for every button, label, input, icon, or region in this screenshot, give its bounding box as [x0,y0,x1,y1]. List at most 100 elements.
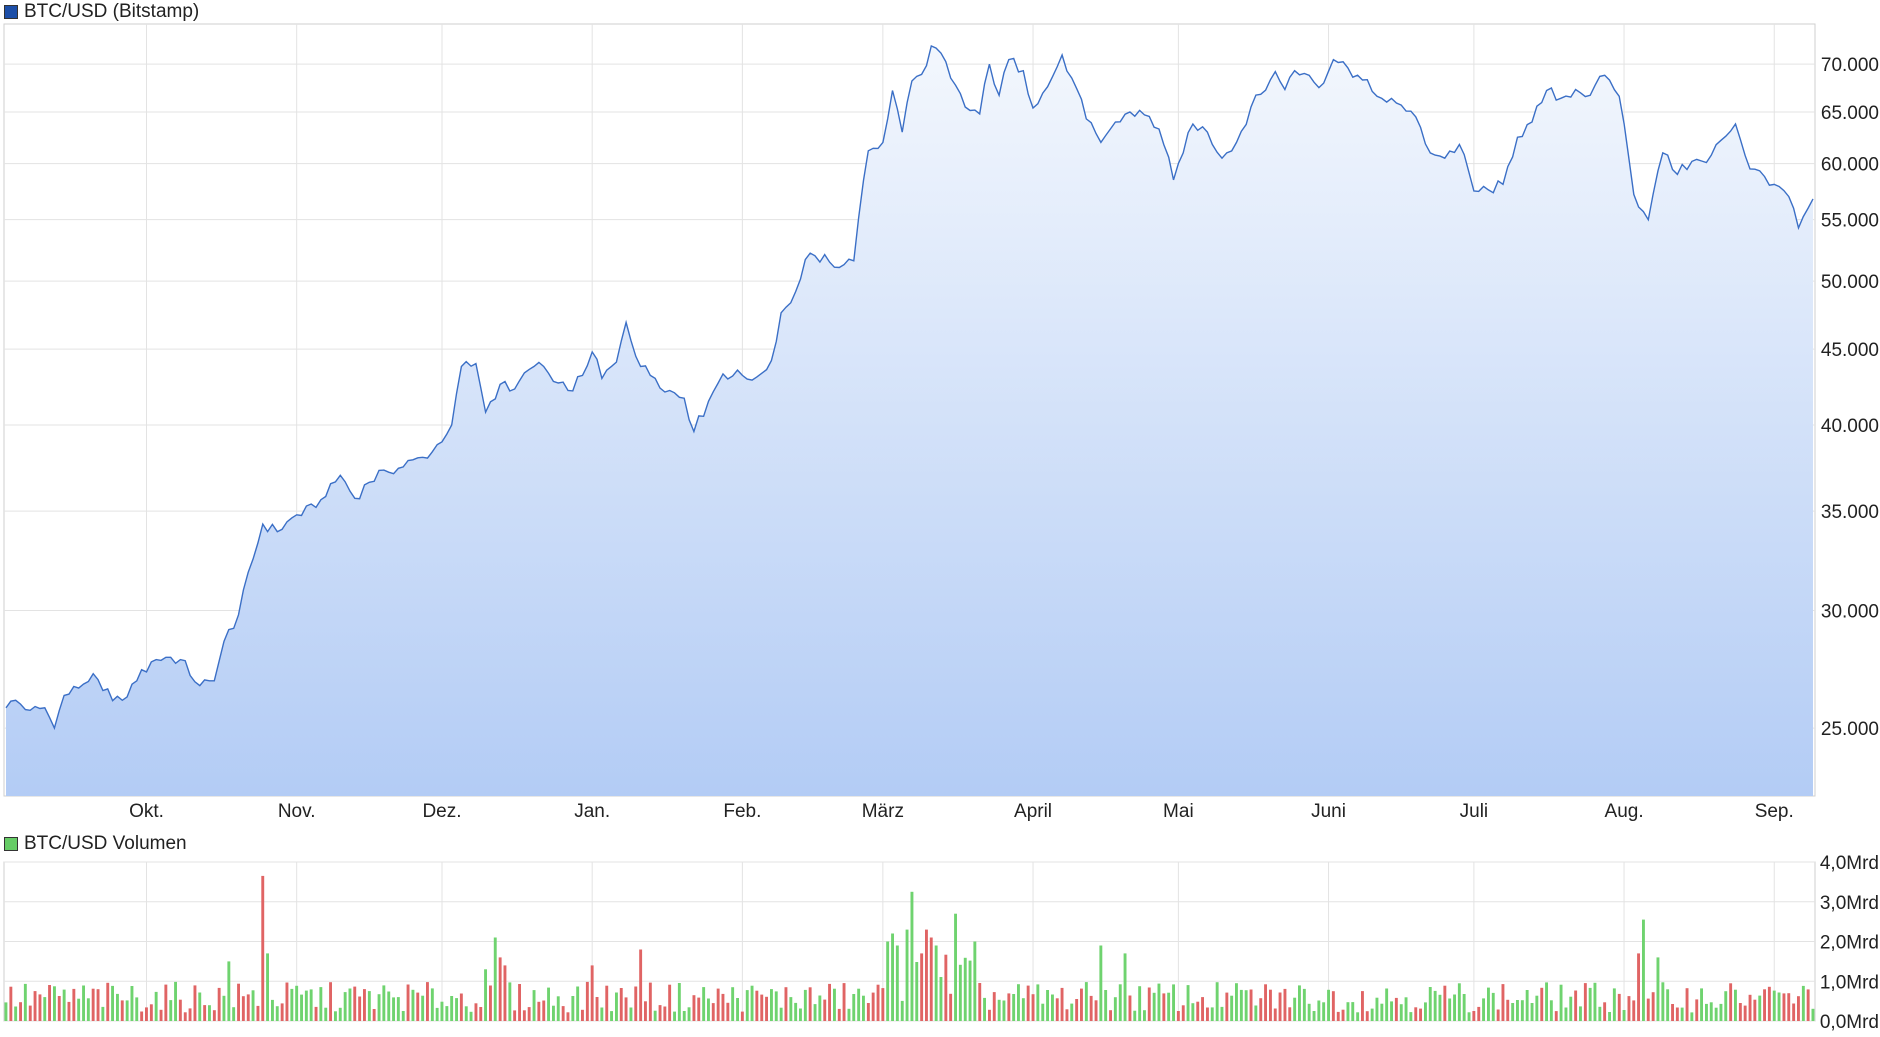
volume-bar [1593,982,1597,1021]
volume-bar [38,994,42,1021]
volume-bar [837,1008,841,1021]
volume-bar [847,1008,851,1021]
volume-bar [852,994,856,1021]
volume-bar [241,996,245,1021]
volume-bar [290,988,294,1021]
volume-bar [939,977,943,1021]
volume-bar [750,985,754,1021]
volume-bar [934,945,938,1021]
volume-bar [871,992,875,1021]
volume-bar [1622,1010,1626,1021]
volume-bar [474,1003,478,1021]
volume-bar [1356,1012,1360,1021]
volume-bar [164,984,168,1021]
volume-bar [348,988,352,1021]
volume-bar [760,994,764,1021]
volume-bar [1705,1003,1708,1021]
volume-bar [392,997,395,1021]
volume-bar [1225,992,1229,1021]
volume-bar [624,997,628,1021]
volume-bar [130,986,134,1021]
price-y-tick-label: 50.000 [1821,272,1879,293]
price-area [6,46,1813,796]
volume-bar [367,991,371,1021]
volume-bar [920,953,924,1021]
volume-bar [1627,996,1631,1021]
volume-bar [566,1012,570,1021]
volume-bar [513,1010,517,1021]
volume-bar [707,998,710,1021]
x-tick-label: Jan. [574,801,610,822]
volume-bar [338,1007,342,1021]
volume-bar [605,985,609,1021]
volume-bar [1196,1001,1200,1021]
volume-bar [1380,1003,1384,1021]
volume-bar [1298,985,1301,1021]
volume-bar [72,988,76,1021]
volume-bar [973,941,977,1021]
volume-bar [1070,1003,1074,1021]
volume-bar [212,1010,216,1021]
volume-bar [77,998,81,1021]
volume-bar [1753,999,1757,1021]
volume-bar [1051,994,1054,1021]
volume-bar [188,1008,192,1021]
volume-bar [96,989,100,1021]
volume-bar [1612,988,1616,1021]
volume-bar [261,875,265,1021]
volume-bar [1516,1000,1519,1021]
volume-bar [1099,945,1103,1021]
volume-bar [1327,989,1330,1021]
volume-bar [440,1001,444,1021]
volume-bar [1525,990,1529,1021]
volume-bar [1792,1003,1796,1021]
volume-bar [1133,1010,1137,1021]
volume-bar [1511,1003,1515,1021]
volume-bar [387,991,391,1021]
x-tick-label: Mai [1163,801,1194,822]
volume-bar [1128,995,1132,1021]
volume-bar [794,1002,798,1021]
volume-bar [246,994,250,1021]
volume-bar [1109,1010,1112,1021]
volume-bar [91,988,95,1021]
volume-bar [193,985,197,1021]
volume-bar [983,997,986,1021]
volume-bar [954,913,957,1021]
volume-bar [1283,988,1287,1021]
volume-bar [1017,984,1020,1021]
volume-bar [949,993,953,1021]
volume-bar [542,1000,546,1021]
volume-bar [571,996,575,1021]
volume-bar [1385,988,1389,1021]
volume-bar [1462,994,1466,1021]
volume-bar [82,985,85,1021]
volume-bar [833,988,836,1021]
volume-bar [1322,1002,1326,1021]
volume-bar [120,1000,124,1021]
volume-bar [1041,1003,1045,1021]
volume-bar [1336,1011,1340,1021]
volume-bar [421,995,425,1021]
volume-bar [600,1007,604,1021]
price-y-tick-label: 25.000 [1821,719,1879,740]
volume-bar [1341,1009,1345,1021]
volume-bar [1598,1006,1602,1021]
volume-bar [644,1001,647,1021]
price-y-tick-label: 30.000 [1821,602,1879,623]
volume-bar [1448,998,1452,1021]
volume-bar [1642,919,1645,1021]
volume-bar [154,991,158,1021]
volume-bar [619,988,623,1021]
volume-bar [309,989,313,1021]
volume-bar [1404,997,1408,1021]
volume-bar [1331,991,1335,1021]
volume-bar [629,1007,633,1021]
volume-bar [1206,1007,1209,1021]
volume-bar [992,992,996,1021]
volume-y-tick-label: 3,0Mrd [1820,893,1879,914]
volume-bar [1007,993,1011,1021]
volume-bar [285,982,289,1021]
volume-bar [745,990,749,1021]
volume-bar [1637,953,1640,1021]
